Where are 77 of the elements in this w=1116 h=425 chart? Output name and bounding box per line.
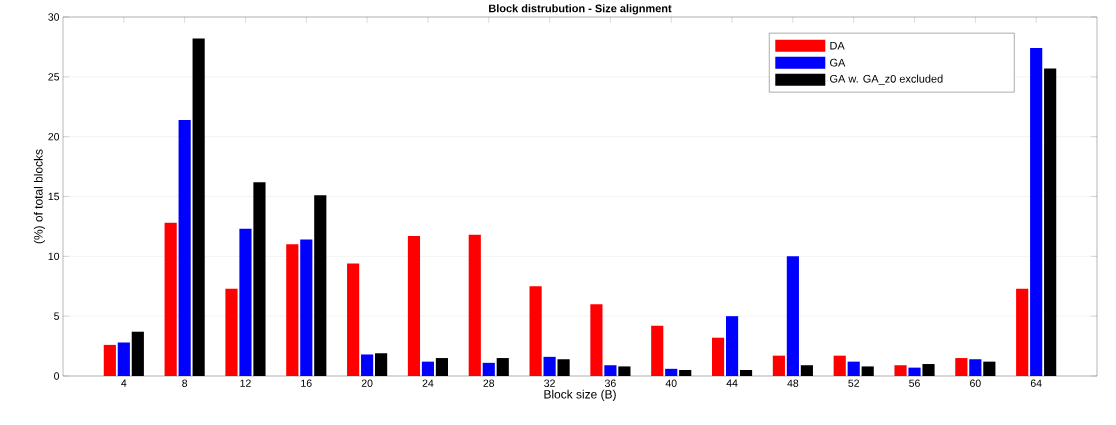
y-tick-label: 5 (54, 312, 60, 320)
bar (861, 366, 874, 376)
bar (1030, 48, 1043, 376)
bar (468, 234, 481, 376)
bar (164, 222, 177, 376)
bar (1044, 68, 1057, 376)
bar (908, 367, 921, 376)
bar (300, 239, 313, 376)
chart-title: Block distrubution - Size alignment (489, 4, 672, 15)
bar (178, 119, 191, 376)
bar (833, 355, 846, 376)
bar (651, 325, 664, 376)
x-tick-label: 44 (726, 379, 738, 387)
legend-label: GA (830, 58, 846, 67)
bar (590, 304, 603, 376)
bar (786, 256, 799, 376)
x-tick-label: 48 (787, 379, 799, 387)
x-tick-label: 56 (909, 379, 920, 387)
bar (800, 365, 813, 376)
bar (117, 342, 130, 376)
bar (557, 359, 570, 376)
bar (955, 358, 968, 376)
bar (225, 288, 238, 376)
bar (847, 361, 860, 376)
bar (711, 337, 725, 376)
x-tick-label: 12 (240, 379, 251, 387)
bar (347, 263, 360, 376)
x-tick-label: 40 (665, 379, 677, 387)
bar (1016, 288, 1029, 376)
x-tick-label: 52 (848, 379, 859, 387)
y-tick-label: 20 (48, 132, 60, 141)
bar (725, 316, 739, 376)
x-tick-label: 64 (1030, 379, 1042, 387)
x-tick-label: 8 (182, 379, 188, 387)
y-tick-label: 30 (48, 13, 60, 21)
bar (665, 368, 678, 376)
x-tick-label: 20 (361, 379, 373, 387)
y-tick-label: 15 (48, 192, 60, 201)
bar (894, 365, 907, 376)
x-axis-title: Block size (B) (544, 389, 616, 401)
y-axis-title: (%) of total blocks (33, 149, 45, 244)
bar (435, 358, 449, 376)
y-tick-label: 25 (48, 73, 60, 81)
bar (922, 364, 935, 376)
bar (543, 356, 556, 376)
bar (772, 355, 785, 376)
bar (361, 354, 374, 376)
y-tick-label: 0 (54, 372, 60, 380)
bar (496, 358, 509, 376)
bar (969, 359, 982, 376)
bar (192, 38, 205, 376)
bar (314, 195, 327, 376)
bar (618, 366, 631, 376)
legend-label: DA (830, 41, 845, 50)
bar (286, 244, 299, 376)
bar (407, 235, 421, 376)
bar (739, 370, 753, 376)
y-tick-label: 10 (48, 252, 60, 261)
bar (529, 286, 542, 376)
x-tick-label: 36 (604, 379, 616, 387)
bar (239, 228, 252, 376)
bar (482, 362, 495, 376)
x-tick-label: 16 (301, 379, 312, 387)
x-tick-label: 24 (422, 379, 434, 387)
legend-label: GA w. GA_z0 excluded (830, 74, 943, 85)
x-tick-label: 32 (544, 379, 555, 387)
x-tick-label: 28 (483, 379, 495, 387)
bar (421, 361, 435, 376)
bar (375, 353, 388, 376)
bar (983, 361, 996, 376)
bar (679, 370, 692, 376)
bar (103, 344, 116, 376)
x-tick-label: 4 (121, 379, 127, 387)
bar (131, 331, 144, 376)
x-tick-label: 60 (970, 379, 981, 387)
bar (253, 182, 266, 376)
bar (604, 365, 617, 376)
